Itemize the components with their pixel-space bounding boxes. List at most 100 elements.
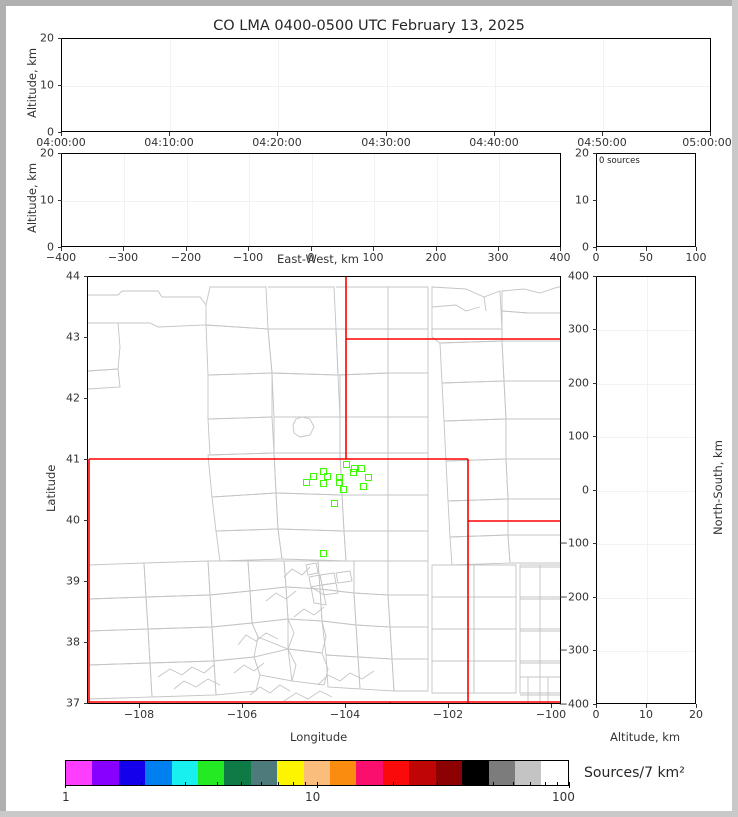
colorbar-segment: [303, 761, 331, 785]
tick-label-x-alt: 10: [639, 708, 653, 721]
tick-mark-y: [58, 85, 62, 86]
tick-mark-x: [345, 704, 346, 708]
colorbar-segment: [409, 761, 436, 785]
gridline-v: [603, 39, 604, 131]
tick-mark-y: [58, 200, 62, 201]
gridline-v: [278, 39, 279, 131]
tick-label-x-ew: 400: [549, 251, 571, 264]
tick-label-x-hist: 50: [639, 251, 653, 264]
panel-north-south-vs-altitude[interactable]: [596, 276, 696, 704]
colorbar-segment: [92, 761, 119, 785]
tick-label-y: 20: [575, 146, 589, 160]
colorbar-segment: [118, 761, 146, 785]
tick-label-y-ns: −400: [558, 697, 589, 711]
tick-mark-y: [58, 38, 62, 39]
tick-label-x-ew: 0: [307, 251, 315, 264]
colorbar-segment: [330, 761, 357, 785]
gridline-h: [597, 330, 695, 331]
gridline-v: [170, 39, 171, 131]
tick-label-x-time: 04:40:00: [469, 136, 519, 149]
colorbar-segment: [198, 761, 225, 785]
tick-mark-y: [84, 337, 88, 338]
axis-label-y-latitude: Latitude: [44, 464, 58, 512]
source-marker: [339, 486, 347, 494]
tick-mark-x: [696, 704, 697, 708]
tick-label-x-time: 04:00:00: [36, 136, 86, 149]
axis-label-x-east-west: East-West, km: [277, 252, 359, 266]
gridline-v: [437, 154, 438, 246]
tick-label-y-ns: 0: [582, 483, 589, 497]
source-marker: [320, 479, 328, 487]
tick-mark-x: [169, 132, 170, 136]
source-marker: [330, 499, 338, 507]
tick-label-x-hist: 0: [592, 251, 600, 264]
tick-mark-x: [498, 247, 499, 251]
tick-mark-x: [596, 247, 597, 251]
tick-mark-y: [84, 276, 88, 277]
tick-label-x-alt: 0: [592, 708, 600, 721]
tick-label-x-ew: −200: [170, 251, 202, 264]
tick-mark-y: [84, 520, 88, 521]
colorbar-title: Sources/7 km²: [584, 765, 685, 781]
panel-altitude-vs-east-west[interactable]: [61, 153, 561, 247]
tick-label-y: 10: [40, 78, 54, 92]
tick-mark-x: [560, 247, 561, 251]
tick-mark-x: [696, 247, 697, 251]
tick-label-y-ns: −100: [558, 536, 589, 550]
tick-mark-x: [448, 704, 449, 708]
source-marker: [349, 469, 357, 477]
tick-label-x-time: 04:10:00: [144, 136, 194, 149]
tick-label-x-ew: 100: [362, 251, 384, 264]
tick-mark-x: [248, 247, 249, 251]
tick-mark-y: [593, 200, 597, 201]
tick-mark-y: [58, 153, 62, 154]
tick-mark-y: [593, 650, 597, 651]
axis-label-y-altitude: Altitude, km: [25, 162, 39, 233]
tick-label-y: 10: [40, 193, 54, 207]
tick-mark-y: [593, 153, 597, 154]
tick-label-x-hist: 100: [685, 251, 707, 264]
gridline-h: [62, 86, 710, 87]
colorbar-segment: [277, 761, 304, 785]
tick-label-x-ew: 300: [487, 251, 509, 264]
tick-mark-x: [61, 247, 62, 251]
tick-label-x-lon: −106: [226, 708, 258, 721]
colorbar-segment: [145, 761, 172, 785]
colorbar-segment: [514, 761, 542, 785]
colorbar-segment: [382, 761, 410, 785]
gridline-h: [597, 437, 695, 438]
page-title: CO LMA 0400-0500 UTC February 13, 2025: [213, 18, 525, 34]
colorbar-tick-label-max: 100: [552, 790, 575, 804]
tick-label-x-alt: 20: [689, 708, 703, 721]
tick-label-x-ew: 200: [425, 251, 447, 264]
tick-label-y-lat: 42: [66, 391, 80, 405]
colorbar-tick-label-min: 1: [62, 790, 70, 804]
tick-label-y-ns: −200: [558, 590, 589, 604]
panel-altitude-histogram[interactable]: 0 sources: [596, 153, 696, 247]
tick-mark-x: [436, 247, 437, 251]
tick-mark-x: [602, 132, 603, 136]
gridline-h: [597, 651, 695, 652]
tick-label-x-time: 04:20:00: [252, 136, 302, 149]
tick-label-y: 0: [47, 240, 54, 254]
colorbar-segment: [250, 761, 278, 785]
source-marker: [360, 483, 368, 491]
tick-label-x-lon: −102: [432, 708, 464, 721]
tick-mark-x: [61, 132, 62, 136]
source-markers-layer: [88, 277, 560, 703]
panel-plan-view-map[interactable]: [87, 276, 561, 704]
tick-label-y-lat: 41: [66, 452, 80, 466]
tick-label-y-ns: 400: [568, 269, 589, 283]
tick-label-y-lat: 37: [66, 696, 80, 710]
panel-altitude-vs-time[interactable]: [61, 38, 711, 132]
colorbar-segment: [462, 761, 489, 785]
gridline-h: [597, 544, 695, 545]
tick-mark-x: [646, 704, 647, 708]
colorbar-segment: [541, 761, 568, 785]
colorbar[interactable]: [65, 760, 569, 786]
tick-mark-y: [593, 543, 597, 544]
window-edge-right: [732, 0, 738, 817]
tick-mark-y: [593, 704, 597, 705]
source-marker: [343, 461, 351, 469]
axis-label-y-north-south: North-South, km: [711, 440, 725, 535]
